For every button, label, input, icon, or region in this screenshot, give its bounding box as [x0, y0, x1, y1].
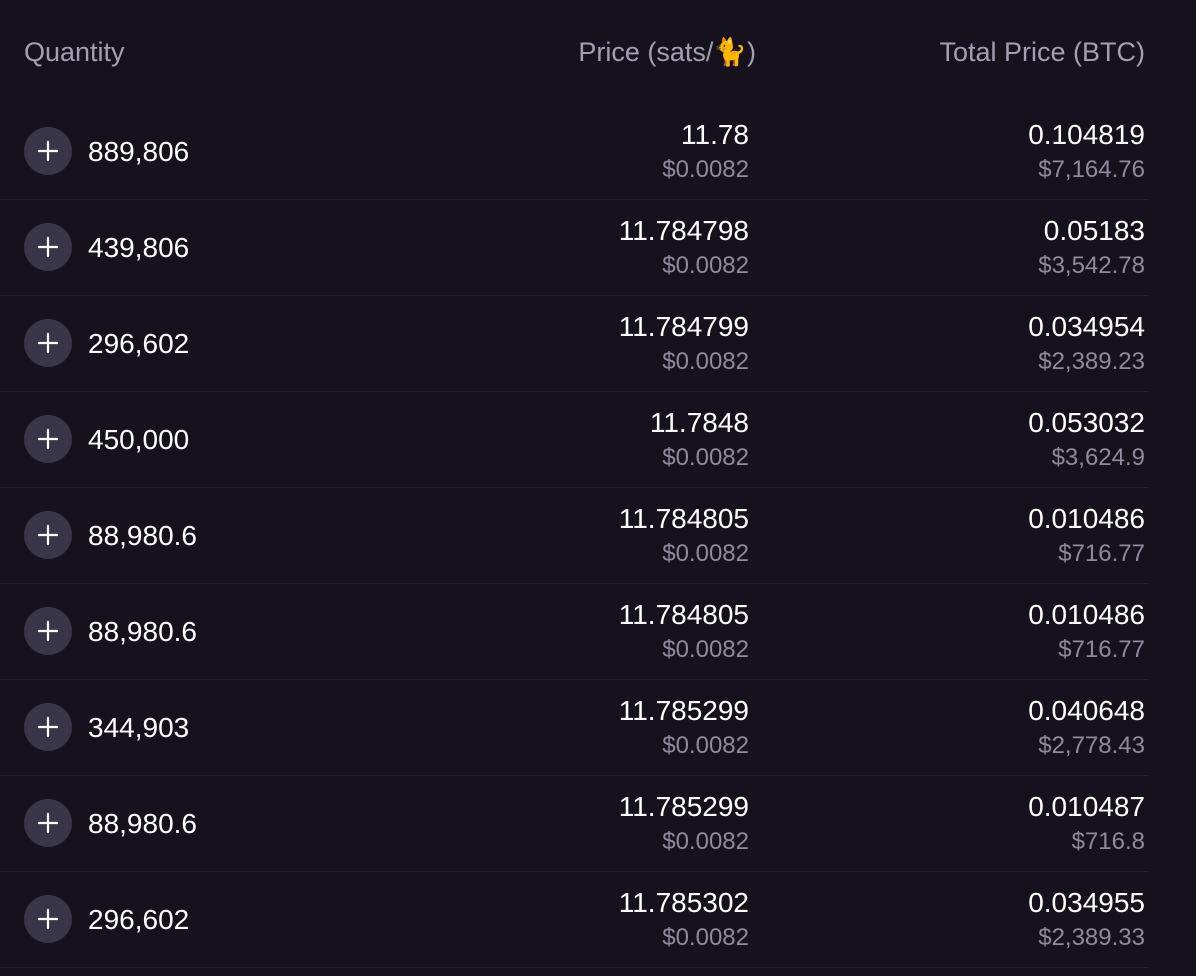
row-quantity: 296,602 — [88, 904, 190, 935]
row-quantity: 450,000 — [88, 424, 190, 455]
table-row: 344,903 11.785299 $0.0082 0.040648 $2,77… — [0, 680, 1148, 776]
row-total-cell: 0.010486 $716.77 — [1028, 502, 1145, 569]
add-to-cart-button[interactable] — [24, 799, 72, 847]
row-price-sats: 11.785299 — [618, 695, 749, 726]
table-row: 450,000 11.7848 $0.0082 0.053032 $3,624.… — [0, 392, 1148, 488]
row-total-cell: 0.010487 $716.8 — [1028, 790, 1145, 857]
row-price-usd: $0.0082 — [662, 636, 749, 663]
plus-icon — [37, 812, 59, 834]
table-row: 88,980.6 11.785299 $0.0082 0.010487 $716… — [0, 776, 1148, 872]
row-total-cell: 0.040648 $2,778.43 — [1028, 694, 1145, 761]
row-price-usd: $0.0082 — [662, 540, 749, 567]
row-total-btc: 0.010487 — [1028, 791, 1145, 822]
row-quantity: 296,602 — [88, 328, 190, 359]
row-price-cell: 11.78 $0.0082 — [662, 118, 749, 185]
row-total-cell: 0.053032 $3,624.9 — [1028, 406, 1145, 473]
row-total-usd: $3,542.78 — [1038, 252, 1145, 279]
row-price-sats: 11.784799 — [618, 311, 749, 342]
table-row: 296,602 11.784799 $0.0082 0.034954 $2,38… — [0, 296, 1148, 392]
plus-icon — [37, 908, 59, 930]
add-to-cart-button[interactable] — [24, 415, 72, 463]
add-to-cart-button[interactable] — [24, 511, 72, 559]
row-total-btc: 0.034954 — [1028, 311, 1145, 342]
add-to-cart-button[interactable] — [24, 223, 72, 271]
row-quantity: 344,903 — [88, 712, 190, 743]
row-price-sats: 11.784805 — [618, 503, 749, 534]
row-quantity: 439,806 — [88, 232, 190, 263]
plus-icon — [37, 428, 59, 450]
add-to-cart-button[interactable] — [24, 127, 72, 175]
column-header-price[interactable]: Price (sats/🐈) — [578, 37, 756, 67]
row-quantity: 88,980.6 — [88, 616, 197, 647]
row-total-usd: $2,389.33 — [1038, 924, 1145, 951]
row-total-cell: 0.104819 $7,164.76 — [1028, 118, 1145, 185]
row-total-cell: 0.05183 $3,542.78 — [1038, 214, 1145, 281]
row-price-sats: 11.785299 — [618, 791, 749, 822]
row-price-cell: 11.784805 $0.0082 — [619, 502, 749, 569]
row-total-btc: 0.053032 — [1028, 407, 1145, 438]
row-total-usd: $716.8 — [1071, 828, 1145, 855]
table-row: 88,980.6 11.784805 $0.0082 0.010486 $716… — [0, 584, 1148, 680]
listings-table: Quantity Price (sats/🐈) Total Price (BTC… — [0, 0, 1148, 968]
add-to-cart-button[interactable] — [24, 607, 72, 655]
row-total-btc: 0.05183 — [1043, 215, 1145, 246]
row-price-cell: 11.785302 $0.0082 — [619, 886, 749, 953]
row-total-btc: 0.034955 — [1028, 887, 1145, 918]
plus-icon — [37, 140, 59, 162]
add-to-cart-button[interactable] — [24, 703, 72, 751]
table-body: 889,806 11.78 $0.0082 0.104819 $7,164.76… — [0, 104, 1148, 968]
row-price-usd: $0.0082 — [662, 732, 749, 759]
row-total-cell: 0.010486 $716.77 — [1028, 598, 1145, 665]
table-header: Quantity Price (sats/🐈) Total Price (BTC… — [0, 0, 1148, 104]
row-price-cell: 11.784805 $0.0082 — [619, 598, 749, 665]
row-price-cell: 11.784799 $0.0082 — [619, 310, 749, 377]
plus-icon — [37, 332, 59, 354]
plus-icon — [37, 620, 59, 642]
row-price-usd: $0.0082 — [662, 828, 749, 855]
row-quantity: 88,980.6 — [88, 520, 197, 551]
row-price-usd: $0.0082 — [662, 444, 749, 471]
table-row: 88,980.6 11.784805 $0.0082 0.010486 $716… — [0, 488, 1148, 584]
row-total-usd: $7,164.76 — [1038, 156, 1145, 183]
row-price-sats: 11.78 — [681, 119, 749, 150]
plus-icon — [37, 716, 59, 738]
column-header-total-price[interactable]: Total Price (BTC) — [939, 37, 1145, 67]
plus-icon — [37, 236, 59, 258]
row-total-btc: 0.104819 — [1028, 119, 1145, 150]
row-price-sats: 11.785302 — [618, 887, 749, 918]
row-price-usd: $0.0082 — [662, 156, 749, 183]
row-price-usd: $0.0082 — [662, 252, 749, 279]
plus-icon — [37, 524, 59, 546]
table-row: 296,602 11.785302 $0.0082 0.034955 $2,38… — [0, 872, 1148, 968]
row-quantity: 88,980.6 — [88, 808, 197, 839]
row-price-cell: 11.784798 $0.0082 — [619, 214, 749, 281]
row-quantity: 889,806 — [88, 136, 190, 167]
row-total-usd: $2,778.43 — [1038, 732, 1145, 759]
row-total-cell: 0.034955 $2,389.33 — [1028, 886, 1145, 953]
row-price-sats: 11.7848 — [649, 407, 749, 438]
row-price-cell: 11.785299 $0.0082 — [619, 790, 749, 857]
row-total-usd: $716.77 — [1058, 540, 1145, 567]
row-total-usd: $2,389.23 — [1038, 348, 1145, 375]
row-total-btc: 0.040648 — [1028, 695, 1145, 726]
row-total-usd: $3,624.9 — [1051, 444, 1145, 471]
row-price-cell: 11.785299 $0.0082 — [619, 694, 749, 761]
row-total-btc: 0.010486 — [1028, 599, 1145, 630]
add-to-cart-button[interactable] — [24, 895, 72, 943]
row-price-usd: $0.0082 — [662, 348, 749, 375]
row-price-sats: 11.784805 — [618, 599, 749, 630]
table-row: 439,806 11.784798 $0.0082 0.05183 $3,542… — [0, 200, 1148, 296]
row-price-cell: 11.7848 $0.0082 — [650, 406, 749, 473]
row-total-cell: 0.034954 $2,389.23 — [1028, 310, 1145, 377]
table-row: 889,806 11.78 $0.0082 0.104819 $7,164.76 — [0, 104, 1148, 200]
row-total-usd: $716.77 — [1058, 636, 1145, 663]
row-price-sats: 11.784798 — [618, 215, 749, 246]
add-to-cart-button[interactable] — [24, 319, 72, 367]
row-total-btc: 0.010486 — [1028, 503, 1145, 534]
column-header-quantity[interactable]: Quantity — [24, 37, 125, 67]
row-price-usd: $0.0082 — [662, 924, 749, 951]
